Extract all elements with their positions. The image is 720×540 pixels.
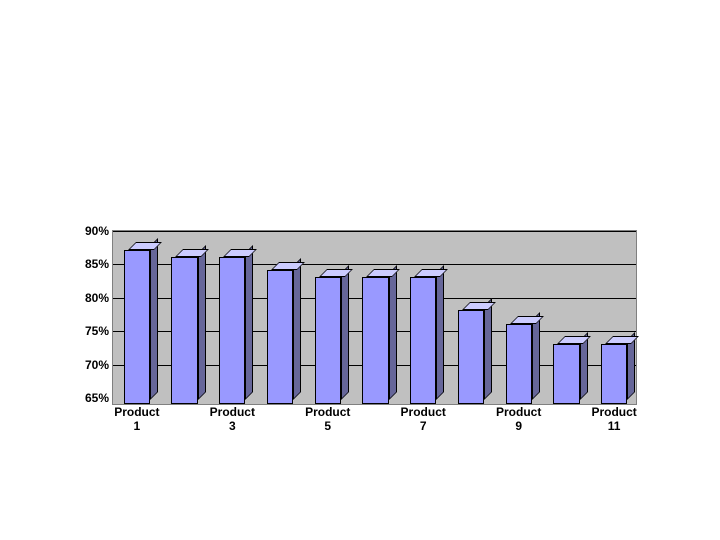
y-tick-label: 70% [85,358,109,372]
bar [458,302,492,404]
bar [124,242,158,404]
bar [553,336,587,404]
bar [219,249,253,404]
bar [410,269,444,404]
x-tick-label: Product3 [199,404,266,434]
x-tick-label: Product5 [294,404,361,434]
bar [601,336,635,404]
bar [267,262,301,404]
bar [171,249,205,404]
bar-chart: 65%70%75%80%85%90% Product1Product3Produ… [82,230,637,405]
x-tick-label: Product7 [390,404,457,434]
bar [362,269,396,404]
x-tick-label: Product9 [485,404,552,434]
plot-area: 65%70%75%80%85%90% Product1Product3Produ… [112,230,637,405]
bar [506,316,540,404]
x-tick-label: Product1 [103,404,170,434]
y-tick-label: 80% [85,291,109,305]
bar [315,269,349,404]
y-tick-label: 65% [85,391,109,405]
y-tick-label: 90% [85,224,109,238]
x-tick-label: Product11 [581,404,648,434]
y-tick-label: 85% [85,257,109,271]
y-tick-label: 75% [85,324,109,338]
bars-layer [113,231,636,404]
